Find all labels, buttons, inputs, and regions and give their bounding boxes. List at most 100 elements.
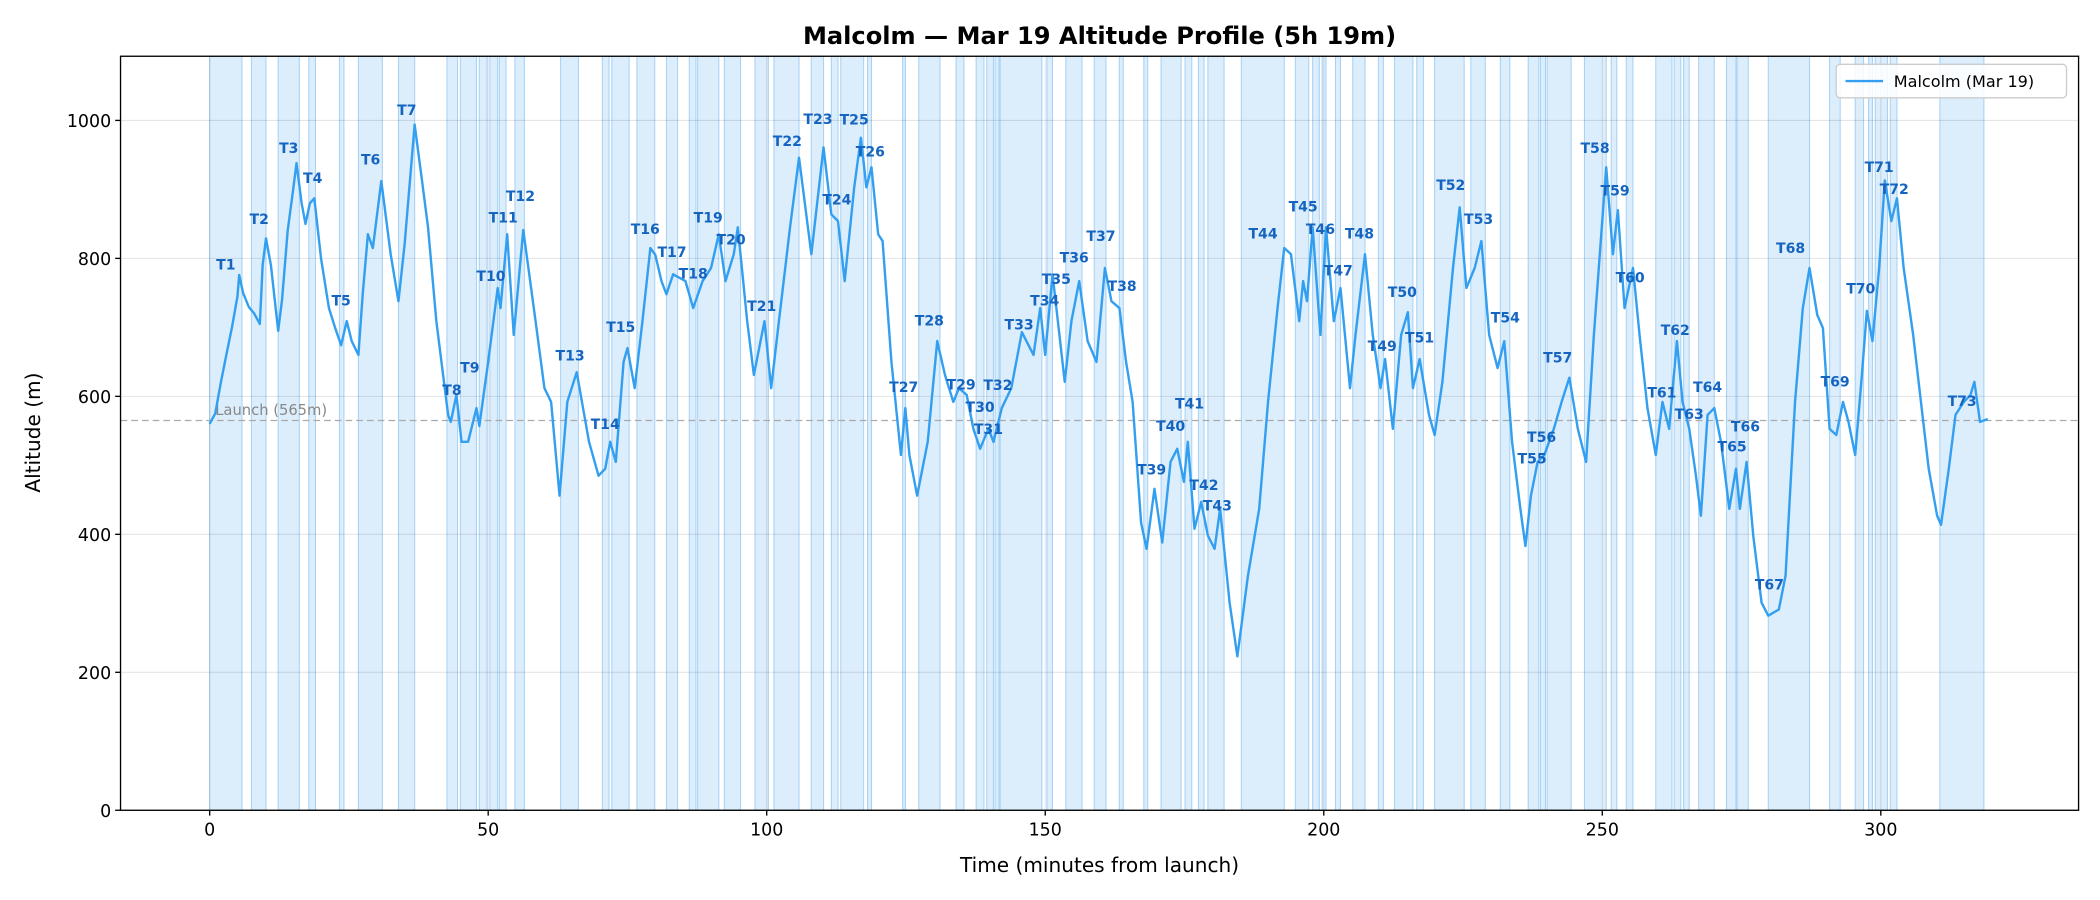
- thermal-label: T39: [1137, 462, 1166, 478]
- thermal-label: T64: [1693, 380, 1722, 396]
- thermal-label: T29: [947, 377, 976, 393]
- thermal-band: [723, 55, 742, 811]
- thermal-label: T67: [1755, 578, 1784, 594]
- thermal-label: T13: [556, 348, 585, 364]
- thermal-label: T3: [279, 141, 298, 157]
- thermal-band: [773, 55, 800, 811]
- thermal-label: T30: [965, 400, 994, 416]
- thermal-band: [1352, 55, 1366, 811]
- thermal-label: T68: [1776, 241, 1805, 257]
- thermal-label: T52: [1436, 178, 1465, 194]
- thermal-band: [338, 55, 345, 811]
- thermal-band: [1294, 55, 1310, 811]
- thermal-band: [1434, 55, 1465, 811]
- thermal-label: T26: [856, 144, 885, 160]
- thermal-band: [459, 55, 478, 811]
- x-axis-ticks: 0 50 100 150 200 250 300: [204, 810, 1897, 841]
- thermal-label: T23: [803, 112, 832, 128]
- thermal-label: T24: [822, 193, 851, 209]
- thermal-label: T7: [397, 103, 416, 119]
- thermal-label: T56: [1527, 430, 1556, 446]
- y-tick-label: 0: [100, 802, 111, 822]
- thermal-label: T48: [1345, 226, 1374, 242]
- thermal-label: T66: [1731, 419, 1760, 435]
- thermal-label: T18: [679, 266, 708, 282]
- thermal-label: T8: [442, 383, 461, 399]
- thermal-label: T70: [1846, 282, 1875, 298]
- thermal-label: T1: [216, 257, 235, 273]
- thermal-band: [1499, 55, 1511, 811]
- thermal-band: [1393, 55, 1414, 811]
- thermal-label: T31: [974, 422, 1003, 438]
- legend-box: [1835, 63, 2068, 99]
- y-tick-label: 1000: [67, 112, 111, 132]
- y-axis-ticks: 0 200 400 600 800 1000: [67, 112, 121, 822]
- x-tick-label: 0: [204, 821, 215, 841]
- thermal-bands: [209, 55, 1985, 811]
- thermal-label: T41: [1175, 397, 1204, 413]
- thermal-band: [1065, 55, 1083, 811]
- thermal-label: T19: [694, 211, 723, 227]
- thermal-band: [397, 55, 416, 811]
- thermal-label: T46: [1306, 222, 1335, 238]
- thermal-band: [697, 55, 720, 811]
- thermal-label: T40: [1156, 419, 1185, 435]
- thermal-band: [1143, 55, 1149, 811]
- legend: Malcolm (Mar 19): [1835, 63, 2068, 99]
- thermal-label: T35: [1042, 272, 1071, 288]
- thermal-label: T54: [1491, 311, 1520, 327]
- thermal-label: T32: [983, 378, 1012, 394]
- thermal-label: T11: [489, 211, 518, 227]
- thermal-band: [840, 55, 865, 811]
- thermal-label: T16: [631, 222, 660, 238]
- thermal-label: T10: [476, 269, 505, 285]
- thermal-label: T5: [331, 293, 350, 309]
- thermal-band: [250, 55, 267, 811]
- thermal-band: [498, 55, 507, 811]
- thermal-label: T47: [1324, 264, 1353, 280]
- thermal-band: [560, 55, 579, 811]
- thermal-band: [1240, 55, 1285, 811]
- thermal-label: T73: [1948, 394, 1977, 410]
- thermal-label: T21: [747, 299, 776, 315]
- thermal-band: [1118, 55, 1124, 811]
- thermal-label: T72: [1880, 182, 1909, 198]
- thermal-band: [999, 55, 1043, 811]
- thermal-band: [308, 55, 317, 811]
- thermal-band: [1683, 55, 1690, 811]
- thermal-label: T42: [1189, 478, 1218, 494]
- thermal-band: [1625, 55, 1634, 811]
- thermal-label: T36: [1060, 250, 1089, 266]
- thermal-band: [478, 55, 488, 811]
- thermal-label: T38: [1108, 279, 1137, 295]
- thermal-label: T44: [1248, 226, 1277, 242]
- x-tick-label: 200: [1307, 821, 1340, 841]
- thermal-band: [1939, 55, 1985, 811]
- thermal-label: T20: [716, 233, 745, 249]
- thermal-band: [601, 55, 610, 811]
- thermal-label: T51: [1405, 331, 1434, 347]
- thermal-band: [489, 55, 499, 811]
- thermal-band: [1767, 55, 1811, 811]
- thermal-band: [665, 55, 679, 811]
- y-tick-label: 600: [78, 388, 111, 408]
- legend-entry: Malcolm (Mar 19): [1894, 72, 2034, 91]
- thermal-label: T43: [1203, 499, 1232, 515]
- thermal-band: [1207, 55, 1225, 811]
- thermal-label: T15: [606, 320, 635, 336]
- thermal-band: [611, 55, 630, 811]
- thermal-label: T71: [1865, 160, 1894, 176]
- thermal-label: T60: [1616, 271, 1645, 287]
- thermal-band: [636, 55, 656, 811]
- altitude-series-line: [208, 123, 1989, 658]
- x-axis-label: Time (minutes from launch): [959, 853, 1239, 877]
- thermal-labels: T1 T2 T3 T4 T5 T6 T7 T8 T9 T10 T11 T12 T13 T14 T15 T16 T…: [216, 103, 1977, 594]
- thermal-label: T17: [657, 245, 686, 261]
- y-tick-label: 800: [78, 250, 111, 270]
- thermal-band: [1673, 55, 1682, 811]
- chart-title: Malcolm — Mar 19 Altitude Profile (5h 19…: [803, 22, 1396, 50]
- thermal-band: [1046, 55, 1054, 811]
- x-tick-label: 50: [477, 821, 499, 841]
- thermal-label: T57: [1543, 351, 1572, 367]
- thermal-label: T59: [1601, 184, 1630, 200]
